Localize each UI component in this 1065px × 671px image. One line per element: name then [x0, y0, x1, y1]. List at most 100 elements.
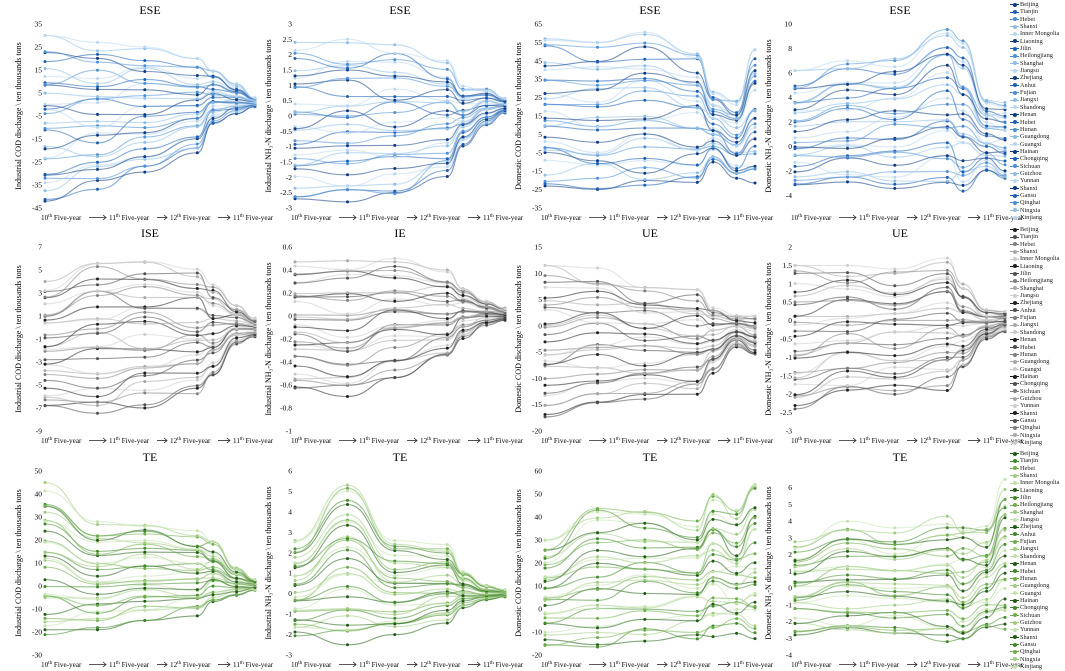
- y-tick-label: -15: [532, 167, 542, 176]
- x-tick-label: 11th Five-year: [483, 437, 524, 445]
- data-point: [195, 267, 199, 271]
- y-tick-label: -2: [786, 390, 792, 399]
- data-point: [846, 624, 849, 628]
- x-tick-label: 12th Five-year: [420, 214, 461, 222]
- y-axis-label: Domestic COD discharge \ ten thousands t…: [514, 265, 523, 412]
- data-point: [195, 561, 199, 565]
- data-point: [293, 300, 297, 303]
- data-point: [293, 48, 297, 52]
- y-tick-label: 0: [288, 312, 292, 321]
- data-point: [985, 151, 989, 155]
- data-point: [143, 310, 147, 314]
- data-point: [753, 329, 757, 333]
- legend-label: Shanxi: [1020, 184, 1038, 192]
- data-point: [735, 121, 739, 125]
- data-point: [543, 363, 547, 367]
- y-tick-label: -0.5: [280, 127, 292, 136]
- data-point: [711, 512, 715, 516]
- data-point: [893, 93, 897, 97]
- legend-item: Hebei: [1010, 16, 1065, 23]
- data-point: [96, 155, 99, 159]
- data-point: [143, 371, 147, 375]
- x-tick-label: 11th Five-year: [733, 661, 774, 669]
- data-point: [195, 90, 199, 94]
- legend-item: Sichuan: [1010, 612, 1065, 619]
- legend-swatch: [1010, 31, 1019, 38]
- data-point: [43, 172, 47, 176]
- data-point: [393, 143, 397, 147]
- data-point: [393, 625, 397, 629]
- data-point: [753, 637, 757, 641]
- data-point: [596, 303, 599, 307]
- data-point: [195, 271, 199, 275]
- data-point: [846, 170, 849, 174]
- data-point: [393, 334, 397, 338]
- y-tick-label: -1.5: [280, 158, 292, 167]
- data-point: [461, 291, 465, 295]
- data-point: [945, 342, 949, 346]
- legend-swatch: [1010, 97, 1019, 104]
- data-point: [985, 117, 989, 121]
- data-point: [543, 158, 547, 162]
- data-point: [846, 607, 849, 611]
- data-point: [945, 281, 949, 285]
- data-point: [596, 381, 599, 385]
- legend-swatch: [1010, 582, 1019, 589]
- data-point: [846, 275, 849, 278]
- data-point: [711, 626, 715, 630]
- data-point: [643, 605, 647, 609]
- data-point: [293, 364, 297, 368]
- data-point: [846, 295, 849, 299]
- data-point: [211, 584, 215, 588]
- data-point: [293, 139, 297, 143]
- legend-swatch: [1010, 417, 1019, 424]
- series-line-zhejiang: [544, 133, 756, 156]
- y-axis-label: Industrial NH₃-N discharge \ ten thousan…: [264, 486, 273, 639]
- legend-label: Beijing: [1020, 450, 1039, 457]
- data-point: [211, 572, 215, 576]
- data-point: [735, 111, 739, 115]
- data-point: [503, 307, 507, 311]
- data-point: [96, 52, 99, 56]
- data-point: [753, 627, 757, 630]
- data-point: [846, 594, 849, 598]
- x-tick-label: 11th Five-year: [609, 661, 650, 669]
- data-point: [961, 620, 965, 624]
- legend-label: Ningxia: [1020, 655, 1041, 663]
- legend-item: Jilin: [1010, 270, 1065, 277]
- data-point: [735, 617, 739, 621]
- data-point: [753, 337, 757, 341]
- data-point: [543, 586, 547, 590]
- data-point: [961, 141, 965, 145]
- legend-label: Xinjiang: [1020, 213, 1043, 221]
- data-point: [143, 532, 147, 536]
- legend-item: Guizhou: [1010, 170, 1065, 177]
- legend-item: Zhejiang: [1010, 74, 1065, 81]
- legend-blue: Beijing Tianjin Hebei Shanxi Inner Mongolia L…: [1010, 1, 1065, 221]
- data-point: [393, 120, 397, 124]
- data-point: [961, 41, 965, 45]
- data-point: [293, 622, 297, 626]
- legend-swatch: [1010, 285, 1019, 292]
- data-point: [596, 344, 599, 348]
- data-point: [96, 332, 99, 335]
- data-point: [961, 596, 965, 600]
- data-point: [961, 335, 965, 339]
- x-tick-label: 11th Five-year: [109, 661, 150, 669]
- data-point: [643, 306, 647, 310]
- legend-swatch: [1010, 458, 1019, 465]
- data-point: [445, 122, 449, 126]
- data-point: [293, 281, 297, 285]
- data-point: [643, 57, 647, 61]
- data-point: [195, 125, 199, 129]
- y-axis-label: Industrial COD discharge \ ten thousands…: [14, 489, 23, 636]
- data-point: [235, 82, 239, 86]
- data-point: [445, 109, 449, 113]
- legend-item: Guizhou: [1010, 619, 1065, 626]
- data-point: [543, 630, 547, 634]
- data-point: [143, 567, 147, 570]
- data-point: [143, 105, 147, 108]
